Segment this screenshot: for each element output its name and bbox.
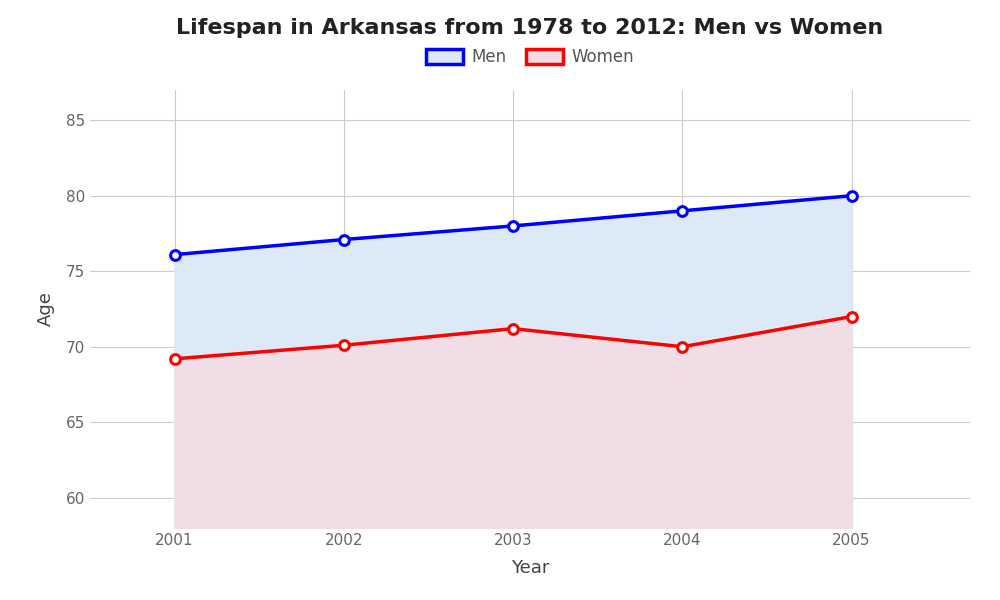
Legend: Men, Women: Men, Women bbox=[419, 41, 641, 73]
Title: Lifespan in Arkansas from 1978 to 2012: Men vs Women: Lifespan in Arkansas from 1978 to 2012: … bbox=[176, 19, 884, 38]
X-axis label: Year: Year bbox=[511, 559, 549, 577]
Y-axis label: Age: Age bbox=[37, 292, 55, 326]
